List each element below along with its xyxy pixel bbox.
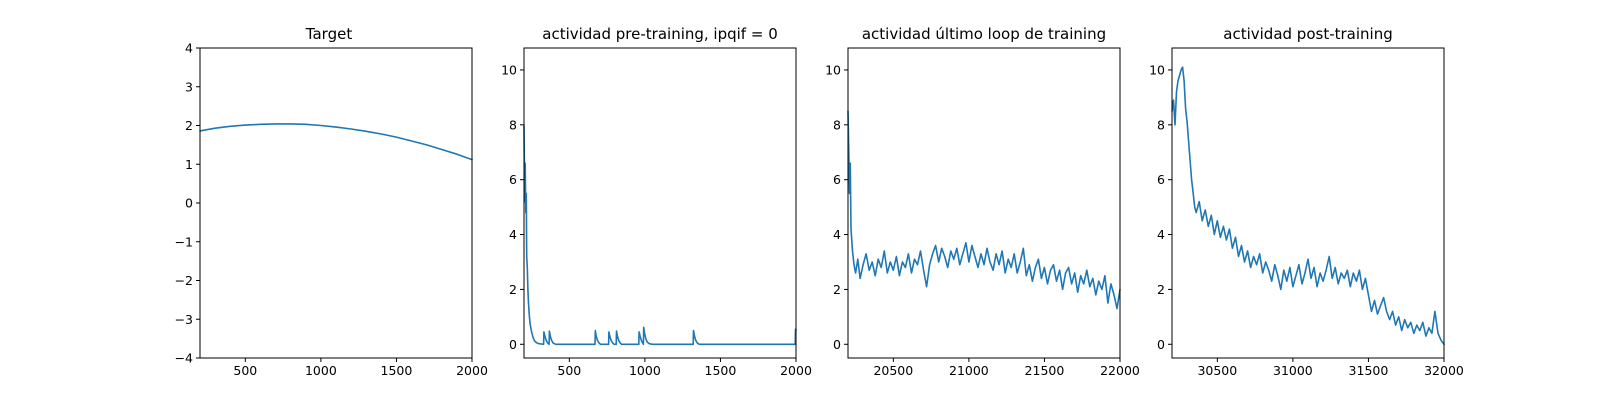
y-tick-label: 3 <box>185 79 193 94</box>
chart-title: actividad último loop de training <box>862 25 1106 43</box>
x-tick-label: 21500 <box>1025 363 1065 378</box>
axes-frame <box>199 47 473 359</box>
x-tick-label: 30500 <box>1197 363 1237 378</box>
chart-title: actividad post-training <box>1223 25 1392 43</box>
x-tick-label: 2000 <box>780 363 812 378</box>
y-tick-label: 0 <box>185 196 193 211</box>
axes-frame <box>1171 47 1445 359</box>
y-tick-label: 1 <box>185 157 193 172</box>
axes-frame <box>523 47 797 359</box>
y-tick-label: 10 <box>501 62 517 77</box>
x-tick-label: 1000 <box>629 363 661 378</box>
chart-title: actividad pre-training, ipqif = 0 <box>542 25 778 43</box>
y-tick-label: −1 <box>175 234 193 249</box>
y-tick-label: 0 <box>1157 337 1165 352</box>
x-tick-label: 31000 <box>1273 363 1313 378</box>
x-tick-label: 1500 <box>381 363 413 378</box>
y-tick-label: 2 <box>1157 282 1165 297</box>
series-line <box>199 123 473 161</box>
series-line <box>523 124 797 346</box>
y-tick-label: 4 <box>509 227 517 242</box>
y-tick-label: 8 <box>833 117 841 132</box>
series-line <box>847 110 1121 310</box>
tick-layer: 20500 21000 21500 22000 0 2 4 6 8 10 <box>825 62 1140 378</box>
y-tick-label: 2 <box>185 118 193 133</box>
subplot-last-training-loop: actividad último loop de training 20500 2… <box>825 25 1140 378</box>
subplot-target: Target 500 1000 1500 2000 −4 −3 −2 −1 0 1 2 3 4 <box>175 25 488 378</box>
y-tick-label: −3 <box>175 312 193 327</box>
x-tick-label: 1000 <box>305 363 337 378</box>
y-tick-label: 4 <box>833 227 841 242</box>
plot-area <box>1171 66 1445 346</box>
y-tick-label: −4 <box>175 351 193 366</box>
plot-area <box>847 110 1121 310</box>
y-tick-label: 8 <box>509 117 517 132</box>
y-tick-label: 4 <box>185 41 193 56</box>
y-tick-label: 6 <box>1157 172 1165 187</box>
subplot-pre-training: actividad pre-training, ipqif = 0 500 100… <box>501 25 812 378</box>
plot-area <box>523 124 797 346</box>
y-tick-label: 4 <box>1157 227 1165 242</box>
y-tick-label: 6 <box>509 172 517 187</box>
x-tick-label: 21000 <box>949 363 989 378</box>
x-tick-label: 2000 <box>456 363 488 378</box>
y-tick-label: 10 <box>1149 62 1165 77</box>
x-tick-label: 1500 <box>705 363 737 378</box>
tick-layer: 30500 31000 31500 32000 0 2 4 6 8 10 <box>1149 62 1464 378</box>
x-tick-label: 20500 <box>873 363 913 378</box>
subplot-post-training: actividad post-training 30500 31000 31500 3… <box>1149 25 1464 378</box>
y-tick-label: 0 <box>833 337 841 352</box>
x-tick-label: 32000 <box>1424 363 1464 378</box>
axes-frame <box>847 47 1121 359</box>
x-tick-label: 500 <box>557 363 581 378</box>
chart-title: Target <box>305 25 353 43</box>
y-tick-label: 6 <box>833 172 841 187</box>
y-tick-label: 8 <box>1157 117 1165 132</box>
tick-layer: 500 1000 1500 2000 0 2 4 6 8 10 <box>501 62 812 378</box>
series-line <box>1171 66 1445 346</box>
y-tick-label: 2 <box>509 282 517 297</box>
plot-area <box>199 123 473 161</box>
x-tick-label: 31500 <box>1349 363 1389 378</box>
y-tick-label: −2 <box>175 273 193 288</box>
y-tick-label: 10 <box>825 62 841 77</box>
tick-layer: 500 1000 1500 2000 −4 −3 −2 −1 0 1 2 3 4 <box>175 41 488 379</box>
y-tick-label: 0 <box>509 337 517 352</box>
x-tick-label: 500 <box>233 363 257 378</box>
x-tick-label: 22000 <box>1100 363 1140 378</box>
y-tick-label: 2 <box>833 282 841 297</box>
